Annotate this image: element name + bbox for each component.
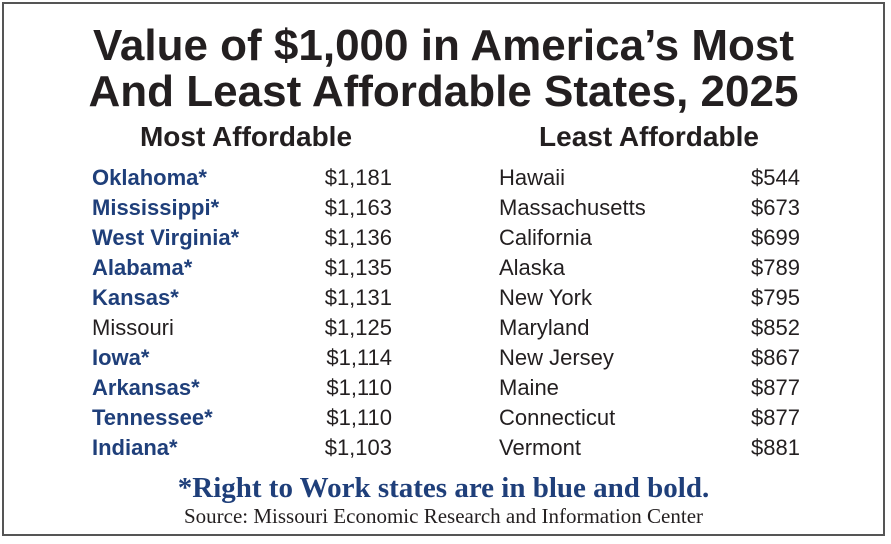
state-value: $867 (751, 345, 800, 370)
state-name: Oklahoma* (92, 165, 207, 190)
state-value: $877 (751, 405, 800, 430)
state-value: $1,135 (324, 255, 392, 280)
state-value: $789 (751, 255, 800, 280)
state-name: Vermont (499, 435, 581, 460)
state-value: $877 (751, 375, 800, 400)
state-name: New York (499, 285, 592, 310)
footnote: *Right to Work states are in blue and bo… (177, 472, 710, 504)
column-heading: Most Affordable (139, 121, 353, 152)
state-name: West Virginia* (92, 225, 240, 250)
state-value: $881 (751, 435, 800, 460)
state-value: $795 (751, 285, 800, 310)
state-name: Tennessee* (92, 405, 213, 430)
title-line: Value of $1,000 in America’s Most (92, 21, 795, 70)
column-heading: Least Affordable (539, 121, 759, 152)
state-name: Iowa* (92, 345, 150, 370)
state-name: Arkansas* (92, 375, 200, 400)
state-value: $699 (751, 225, 800, 250)
state-name: Alaska (499, 255, 566, 280)
title-line: And Least Affordable States, 2025 (88, 67, 799, 116)
state-value: $544 (751, 165, 800, 190)
infographic: Value of $1,000 in America’s Most And Le… (2, 2, 885, 536)
state-name: Alabama* (92, 255, 193, 280)
state-name: Kansas* (92, 285, 179, 310)
state-name: Indiana* (92, 435, 178, 460)
state-value: $852 (751, 315, 800, 340)
state-name: California (499, 225, 592, 250)
source: Source: Missouri Economic Research and I… (183, 504, 704, 528)
state-name: Maine (499, 375, 559, 400)
state-value: $673 (751, 195, 800, 220)
state-value: $1,125 (324, 315, 392, 340)
state-name: Hawaii (499, 165, 566, 190)
state-value: $1,163 (324, 195, 392, 220)
state-name: Mississippi* (92, 195, 220, 220)
state-value: $1,103 (324, 435, 392, 460)
state-name: Missouri (92, 315, 174, 340)
state-value: $1,181 (324, 165, 392, 190)
state-value: $1,131 (324, 285, 392, 310)
state-value: $1,136 (324, 225, 392, 250)
state-name: Maryland (499, 315, 590, 340)
state-value: $1,114 (326, 345, 392, 370)
state-value: $1,110 (326, 405, 392, 430)
state-value: $1,110 (326, 375, 392, 400)
state-name: Connecticut (499, 405, 616, 430)
state-name: Massachusetts (499, 195, 646, 220)
state-name: New Jersey (499, 345, 614, 370)
